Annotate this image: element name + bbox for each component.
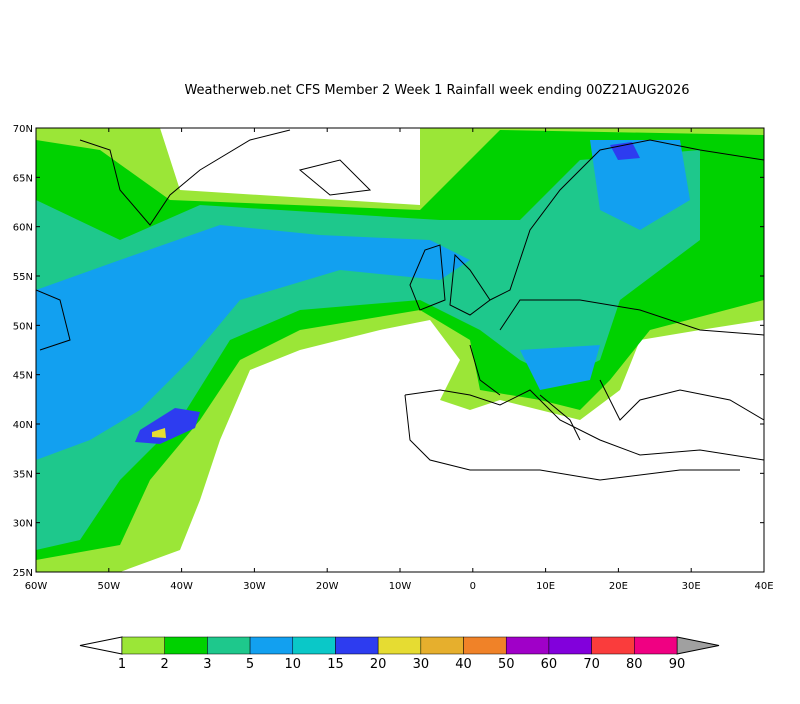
lat-label: 45N bbox=[13, 371, 33, 382]
lat-label: 35N bbox=[13, 469, 33, 480]
lat-label: 70N bbox=[13, 124, 33, 135]
lon-label: 10W bbox=[389, 581, 412, 592]
legend-label: 10 bbox=[284, 657, 301, 672]
lon-label: 30W bbox=[243, 581, 266, 592]
legend-label: 40 bbox=[455, 657, 472, 672]
lon-label: 40W bbox=[170, 581, 193, 592]
rain-field-dark-blue bbox=[135, 142, 640, 444]
legend-swatch bbox=[249, 636, 294, 655]
lon-label: 60W bbox=[25, 581, 48, 592]
legend-label: 20 bbox=[370, 657, 387, 672]
lat-label: 60N bbox=[13, 223, 33, 234]
map-title: Weatherweb.net CFS Member 2 Week 1 Rainf… bbox=[184, 83, 689, 98]
rain-field-yellow bbox=[152, 428, 166, 438]
lat-label: 50N bbox=[13, 321, 33, 332]
lon-label: 20E bbox=[609, 581, 628, 592]
legend-label: 3 bbox=[203, 657, 211, 672]
legend-swatch bbox=[164, 636, 208, 655]
legend-label: 50 bbox=[498, 657, 515, 672]
legend-label: 70 bbox=[583, 657, 600, 672]
lat-label: 55N bbox=[13, 272, 33, 283]
map-area bbox=[35, 127, 765, 573]
legend-swatch bbox=[420, 636, 464, 655]
legend-swatch bbox=[505, 636, 550, 655]
legend-under-arrow bbox=[79, 636, 123, 655]
legend-label: 1 bbox=[118, 657, 126, 672]
legend-label: 80 bbox=[626, 657, 643, 672]
legend-swatch bbox=[548, 636, 592, 655]
legend-label: 2 bbox=[161, 657, 169, 672]
legend-swatch bbox=[292, 636, 336, 655]
legend-label: 5 bbox=[246, 657, 254, 672]
coastlines bbox=[36, 129, 764, 481]
lat-label: 25N bbox=[13, 568, 33, 579]
legend-swatch bbox=[591, 636, 635, 655]
legend-swatch bbox=[463, 636, 507, 655]
legend-label: 15 bbox=[327, 657, 344, 672]
legend-over-arrow bbox=[676, 636, 720, 655]
legend-swatch bbox=[121, 636, 165, 655]
lat-label: 65N bbox=[13, 173, 33, 184]
lon-label: 20W bbox=[316, 581, 339, 592]
legend-label: 30 bbox=[413, 657, 430, 672]
legend-swatch bbox=[335, 636, 379, 655]
legend-label: 60 bbox=[541, 657, 558, 672]
map-axes: 60W 50W 40W 30W 20W 10W 0 10E 20E 30E 40E 70N 65N 60N… bbox=[13, 124, 774, 592]
lon-label: 0 bbox=[470, 581, 476, 592]
lon-label: 30E bbox=[682, 581, 701, 592]
legend-swatch bbox=[377, 636, 422, 655]
lon-label: 40E bbox=[754, 581, 773, 592]
rain-field-blue bbox=[36, 140, 690, 460]
lon-label: 10E bbox=[536, 581, 555, 592]
color-legend: 1 2 3 5 10 15 20 30 40 50 60 70 80 90 bbox=[79, 636, 720, 672]
legend-swatch bbox=[207, 636, 251, 655]
lat-label: 30N bbox=[13, 519, 33, 530]
lat-label: 40N bbox=[13, 420, 33, 431]
legend-label: 90 bbox=[669, 657, 686, 672]
lon-label: 50W bbox=[97, 581, 120, 592]
legend-swatch bbox=[634, 636, 678, 655]
